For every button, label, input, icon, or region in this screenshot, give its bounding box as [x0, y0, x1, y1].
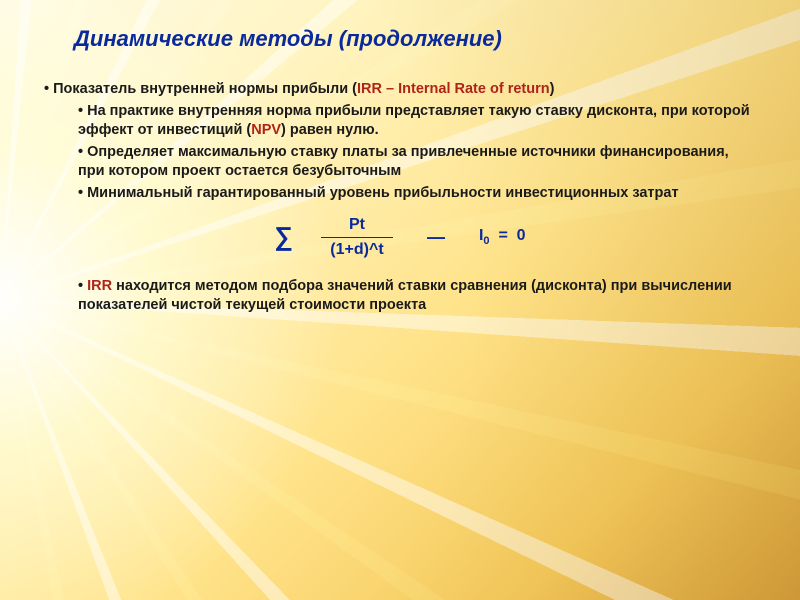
- zero: 0: [517, 227, 526, 244]
- formula-row: ∑ Pt (1+d)^t — I0 = 0: [44, 215, 756, 258]
- outro-irr-highlight: IRR: [87, 278, 112, 294]
- bullet-1-npv-highlight: NPV: [251, 122, 281, 138]
- fraction: Pt (1+d)^t: [321, 215, 393, 258]
- i-zero-term: I0 = 0: [479, 227, 526, 247]
- outro-line: • IRR находится методом подбора значений…: [78, 277, 756, 316]
- bullet-1: • На практике внутренняя норма прибыли п…: [78, 102, 756, 141]
- bullet-3: • Минимальный гарантированный уровень пр…: [78, 184, 756, 204]
- intro-prefix: • Показатель внутренней нормы прибыли (: [44, 81, 357, 97]
- fraction-denominator: (1+d)^t: [330, 238, 383, 259]
- fraction-numerator: Pt: [321, 215, 393, 236]
- slide-content: Динамические методы (продолжение) • Пока…: [0, 0, 800, 338]
- sigma-icon: ∑: [274, 225, 293, 248]
- bullet-1-b: ) равен нулю.: [281, 122, 379, 138]
- intro-irr-highlight: IRR: [357, 81, 382, 97]
- intro-suffix: ): [550, 81, 555, 97]
- eq-sign: =: [498, 227, 507, 244]
- minus-sign: —: [427, 227, 445, 248]
- bullet-2: • Определяет максимальную ставку платы з…: [78, 143, 756, 182]
- intro-mid: – Internal Rate of return: [382, 81, 550, 97]
- slide-title: Динамические методы (продолжение): [74, 26, 756, 52]
- intro-line: • Показатель внутренней нормы прибыли (I…: [44, 80, 756, 100]
- outro-bullet: •: [78, 278, 87, 294]
- bullet-1-a: • На практике внутренняя норма прибыли п…: [78, 103, 750, 139]
- i0-sub: 0: [483, 235, 489, 247]
- outro-rest: находится методом подбора значений ставк…: [78, 278, 732, 314]
